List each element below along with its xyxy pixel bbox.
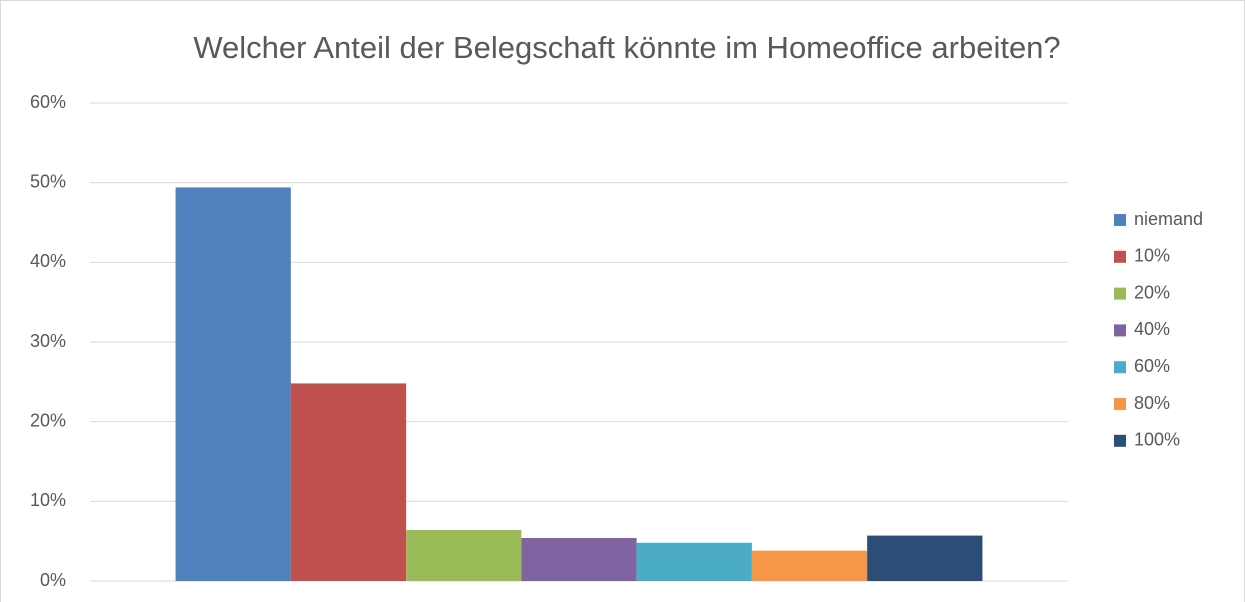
bar	[751, 550, 868, 581]
legend-swatch	[1114, 324, 1126, 337]
legend-label: 10%	[1134, 246, 1170, 266]
y-tick-label: 60%	[30, 92, 66, 112]
y-tick-label: 50%	[30, 171, 66, 191]
y-tick-label: 30%	[30, 331, 66, 351]
bar	[175, 187, 291, 582]
legend-label: 40%	[1134, 319, 1170, 339]
legend-label: 100%	[1134, 430, 1180, 450]
legend-swatch	[1114, 287, 1126, 300]
bar	[406, 530, 522, 581]
chart-title: Welcher Anteil der Belegschaft könnte im…	[193, 30, 1060, 65]
bar	[290, 383, 407, 581]
legend-label: 80%	[1134, 393, 1170, 413]
legend-swatch	[1114, 214, 1126, 226]
y-tick-label: 0%	[40, 570, 66, 590]
y-tick-label: 20%	[30, 410, 66, 430]
legend-swatch	[1114, 250, 1126, 263]
bar	[521, 537, 637, 581]
bar	[867, 535, 983, 581]
legend-swatch	[1114, 434, 1126, 447]
legend-swatch	[1114, 398, 1126, 410]
legend-swatch	[1114, 361, 1126, 374]
bar	[636, 542, 752, 581]
y-tick-label: 10%	[30, 490, 66, 510]
legend-label: 20%	[1134, 282, 1170, 302]
legend-label: niemand	[1134, 209, 1203, 229]
y-tick-label: 40%	[30, 251, 66, 271]
legend-label: 60%	[1134, 356, 1170, 376]
